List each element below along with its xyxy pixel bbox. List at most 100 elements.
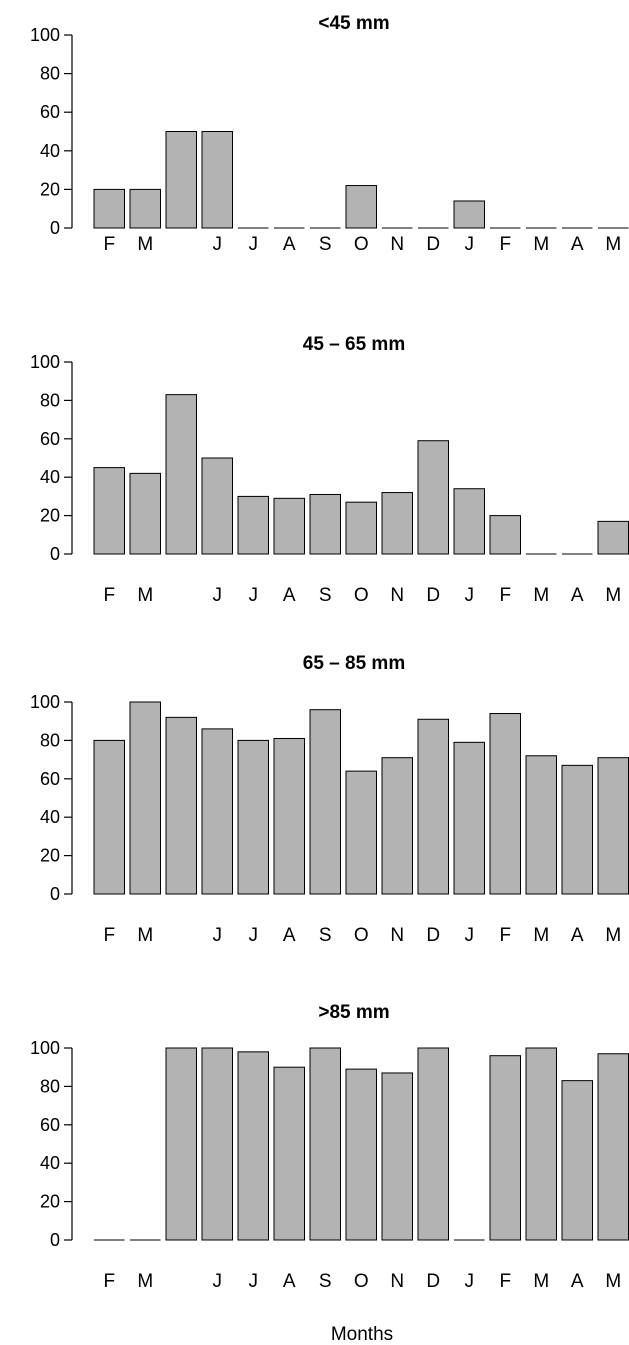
x-tick-label: J [213,1271,223,1292]
bar [597,757,629,895]
x-tick-label: M [605,585,621,606]
x-tick-label: A [283,1271,296,1292]
bar [273,497,305,555]
bar [525,1047,557,1241]
bar [417,440,449,555]
bar [237,495,269,555]
x-tick-label: O [354,585,369,606]
bar [93,739,125,895]
bar [237,1051,269,1241]
x-tick-label: M [605,1271,621,1292]
bar [201,131,233,229]
x-tick-label: A [571,1271,584,1292]
bar [345,1068,377,1241]
bar [237,739,269,895]
y-tick-label: 0 [50,544,60,564]
x-tick-label: F [103,585,115,606]
bar [417,1047,449,1241]
y-tick-label: 20 [40,1192,60,1212]
bar [93,188,125,229]
x-tick-label: J [465,1271,475,1292]
x-tick-label: A [571,585,584,606]
x-tick-label: A [283,234,296,255]
x-tick-label: O [354,925,369,946]
bar [417,718,449,895]
y-tick-label: 0 [50,218,60,238]
x-tick-label: J [249,1271,259,1292]
bar [345,770,377,895]
x-axis-label: Months [331,1324,393,1345]
x-tick-label: J [213,925,223,946]
y-tick-label: 40 [40,467,60,487]
x-tick-label: M [533,925,549,946]
x-tick-label: M [137,1271,153,1292]
x-tick-label: F [499,585,511,606]
bar [489,1055,521,1241]
x-tick-label: M [137,234,153,255]
bar [165,131,197,229]
bar [309,709,341,895]
x-tick-label: F [103,234,115,255]
bar [381,492,413,555]
bar [93,467,125,555]
x-tick-label: J [249,234,259,255]
bar [165,394,197,555]
x-tick-label: D [426,585,440,606]
bar [597,1053,629,1241]
x-tick-label: N [390,234,404,255]
x-tick-label: F [499,234,511,255]
bar [129,472,161,555]
x-tick-label: M [605,234,621,255]
x-tick-label: M [137,925,153,946]
x-tick-label: O [354,1271,369,1292]
y-tick-label: 80 [40,730,60,750]
y-tick-label: 60 [40,102,60,122]
bar [165,716,197,895]
x-tick-label: D [426,1271,440,1292]
x-tick-label: J [213,585,223,606]
y-tick-label: 100 [30,25,60,45]
bar [489,515,521,555]
bar [453,741,485,895]
x-tick-label: F [103,925,115,946]
bar [525,755,557,895]
y-tick-label: 20 [40,506,60,526]
x-tick-label: A [283,585,296,606]
x-tick-label: F [499,1271,511,1292]
x-tick-label: A [283,925,296,946]
x-tick-label: N [390,585,404,606]
x-tick-label: M [605,925,621,946]
bar [597,520,629,555]
panel-title: <45 mm [318,13,389,34]
y-tick-label: 20 [40,179,60,199]
bar [309,493,341,555]
x-tick-label: S [319,234,332,255]
x-tick-label: M [533,234,549,255]
y-tick-label: 60 [40,1115,60,1135]
x-tick-label: S [319,585,332,606]
x-tick-label: J [465,585,475,606]
bar [309,1047,341,1241]
bar [201,728,233,895]
y-tick-label: 100 [30,352,60,372]
bar [453,200,485,229]
y-tick-label: 40 [40,1153,60,1173]
bar [273,1066,305,1241]
x-tick-label: M [137,585,153,606]
bar [561,764,593,895]
x-tick-label: S [319,925,332,946]
x-tick-label: M [533,1271,549,1292]
x-tick-label: J [249,925,259,946]
x-tick-label: J [465,234,475,255]
y-tick-label: 40 [40,141,60,161]
x-tick-label: F [499,925,511,946]
y-tick-label: 80 [40,64,60,84]
y-tick-label: 60 [40,769,60,789]
x-tick-label: A [571,234,584,255]
bar [201,457,233,555]
